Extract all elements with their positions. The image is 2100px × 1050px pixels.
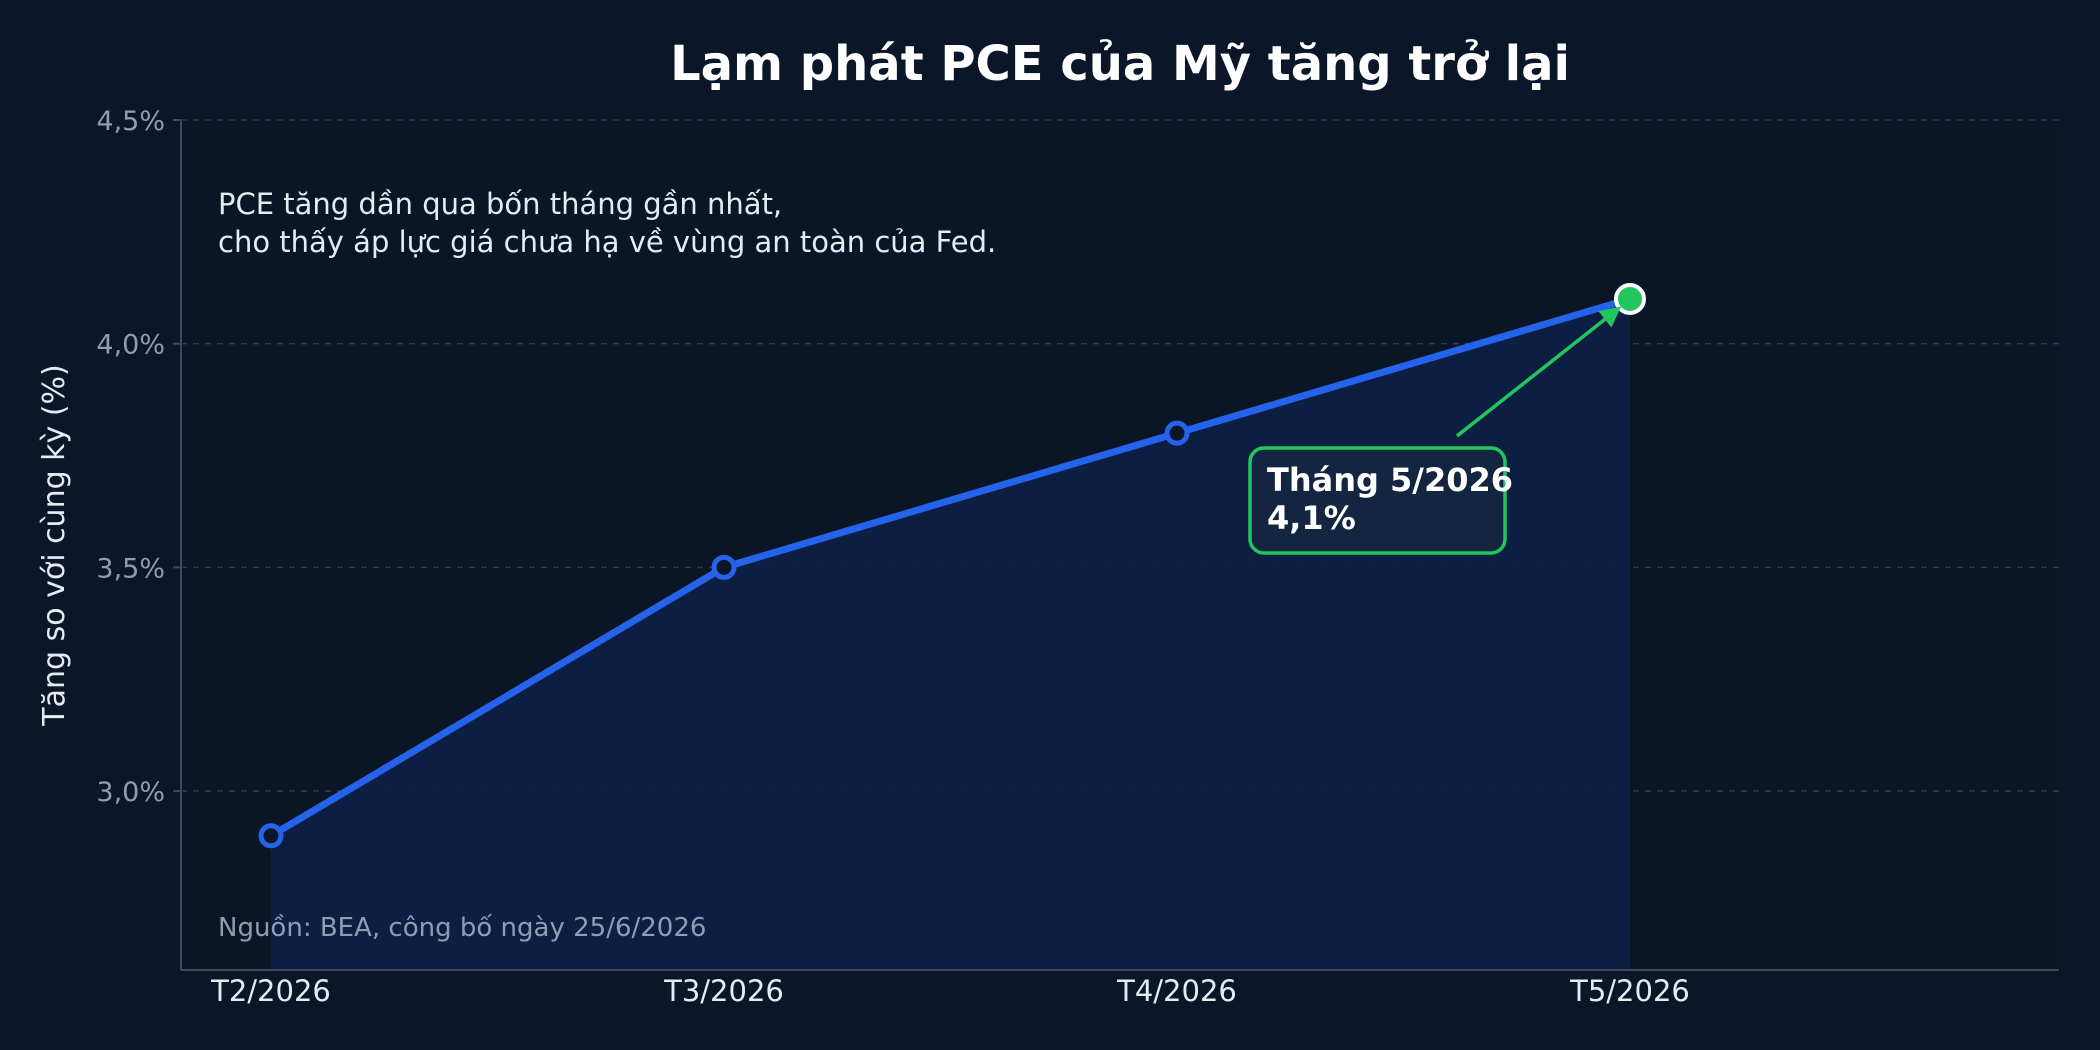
y-tick-label: 4,0% [96, 330, 165, 361]
y-tick-label: 3,5% [96, 553, 165, 584]
series-line [267, 295, 1634, 840]
data-point [258, 823, 284, 849]
subtitle-line-2: cho thấy áp lực giá chưa hạ về vùng an t… [218, 225, 996, 259]
x-tick-label: T5/2026 [1569, 974, 1690, 1008]
y-axis-label: Tăng so với cùng kỳ (%) [37, 364, 72, 726]
y-tick-labels: 3,0% 3,5% 4,0% 4,5% [96, 106, 181, 808]
x-tick-labels: T2/2026 T3/2026 T4/2026 T5/2026 [210, 974, 1690, 1008]
annotation-box [1248, 446, 1507, 555]
highlight-point [1614, 282, 1646, 315]
data-points [258, 282, 1646, 849]
annotation-label: Tháng 5/2026 [1267, 461, 1513, 499]
annotation-arrow [1455, 306, 1622, 438]
y-tick-label: 4,5% [96, 106, 165, 137]
x-tick-label: T3/2026 [663, 974, 784, 1008]
x-tick-label: T2/2026 [210, 974, 331, 1008]
data-point [711, 554, 737, 580]
y-tick-label: 3,0% [96, 777, 165, 808]
annotation-callout: Tháng 5/2026 4,1% [1248, 446, 1513, 555]
data-point [1164, 420, 1190, 446]
chart-title: Lạm phát PCE của Mỹ tăng trở lại [670, 36, 1570, 92]
subtitle-line-1: PCE tăng dần qua bốn tháng gần nhất, [218, 187, 782, 221]
x-tick-label: T4/2026 [1116, 974, 1237, 1008]
annotation-value: 4,1% [1267, 499, 1356, 537]
source-note: Nguồn: BEA, công bố ngày 25/6/2026 [218, 913, 706, 943]
